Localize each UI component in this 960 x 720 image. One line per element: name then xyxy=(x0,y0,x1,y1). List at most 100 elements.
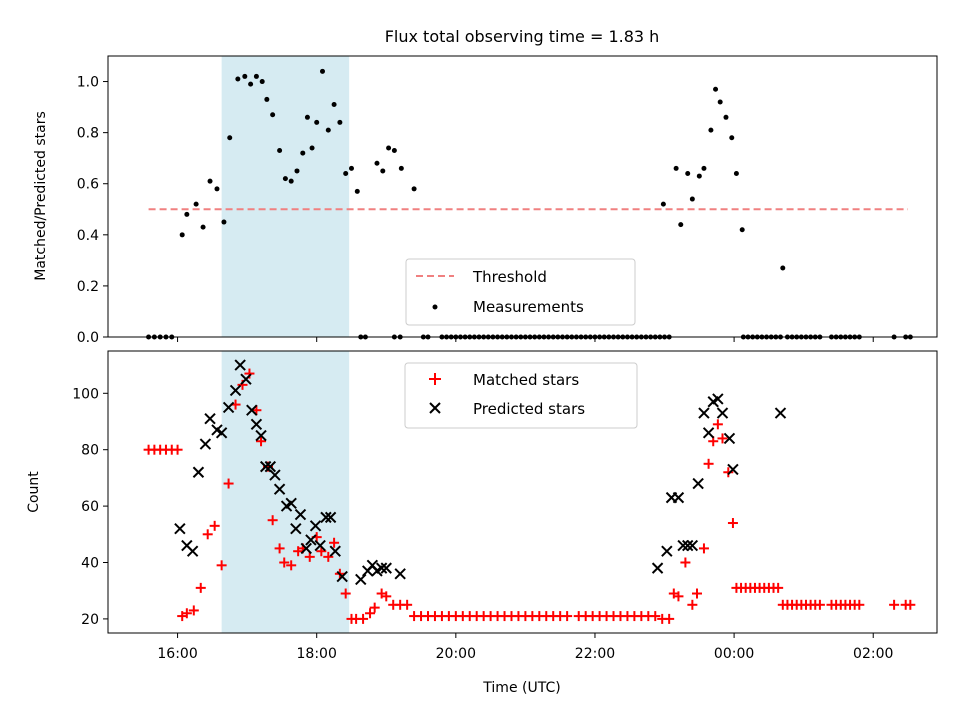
matched-point xyxy=(267,515,278,526)
measurement-point xyxy=(391,148,397,154)
measurement-point xyxy=(253,73,259,79)
top-legend: Threshold Measurements xyxy=(405,258,636,326)
predicted-point xyxy=(329,545,341,557)
x-axis-label: Time (UTC) xyxy=(482,680,560,696)
top-y-axis-label: Matched/Predicted stars xyxy=(33,111,49,281)
matched-point xyxy=(814,599,825,610)
matched-point xyxy=(216,560,227,571)
measurement-point xyxy=(193,201,199,207)
predicted-point xyxy=(234,359,246,371)
measurement-point xyxy=(319,68,325,74)
chart-title: Flux total observing time = 1.83 h xyxy=(385,27,660,46)
x-tick-label: 16:00 xyxy=(157,646,197,662)
bottom-axes-frame xyxy=(107,350,938,634)
matched-point xyxy=(717,433,728,444)
matched-point xyxy=(369,602,380,613)
x-tick-label: 02:00 xyxy=(853,646,893,662)
predicted-point xyxy=(204,412,216,425)
measurement-point xyxy=(227,135,233,141)
measurement-point xyxy=(689,196,695,202)
measurement-point xyxy=(314,119,320,125)
x-tick-label: 18:00 xyxy=(297,646,337,662)
measurement-point xyxy=(411,186,417,192)
legend-matched-label: Matched stars xyxy=(473,371,579,389)
predicted-point xyxy=(355,573,367,586)
matched-point xyxy=(712,419,723,430)
measurement-point xyxy=(348,165,354,171)
measurement-point xyxy=(331,102,337,108)
predicted-point xyxy=(375,562,388,574)
top-shaded-interval xyxy=(221,56,350,337)
matched-point xyxy=(181,608,192,619)
predicted-stars-points xyxy=(174,359,787,586)
y-tick-label: 0.2 xyxy=(77,279,99,295)
legend-predicted-label: Predicted stars xyxy=(473,400,585,418)
top-legend-box xyxy=(405,258,636,326)
predicted-point xyxy=(250,418,263,431)
predicted-point xyxy=(682,539,694,552)
matched-point xyxy=(703,458,714,469)
predicted-point xyxy=(394,568,406,580)
matched-point xyxy=(340,588,351,599)
matched-point xyxy=(381,591,392,602)
predicted-point xyxy=(199,438,212,450)
measurement-point xyxy=(179,232,185,238)
predicted-point xyxy=(246,404,258,416)
matched-point xyxy=(687,599,698,610)
measurement-point xyxy=(713,86,719,92)
y-tick-label: 20 xyxy=(81,612,99,628)
predicted-point xyxy=(727,463,739,476)
predicted-point xyxy=(192,466,205,478)
measurement-point xyxy=(343,171,349,177)
matched-point xyxy=(274,543,285,554)
matched-point xyxy=(727,518,738,529)
predicted-point xyxy=(692,477,704,490)
measurement-point xyxy=(739,227,745,233)
matched-point xyxy=(172,444,183,455)
measurement-point xyxy=(701,165,707,171)
matched-point xyxy=(279,557,290,568)
legend-matched-swatch xyxy=(429,373,441,385)
measurement-point xyxy=(294,168,300,174)
matched-point xyxy=(286,560,297,571)
measurement-point xyxy=(780,265,786,271)
legend-measurements-swatch xyxy=(432,304,438,310)
predicted-point xyxy=(255,429,267,442)
matched-point xyxy=(202,529,213,540)
measurement-point xyxy=(288,178,294,184)
x-tick-label: 00:00 xyxy=(714,646,754,662)
predicted-point xyxy=(661,545,673,557)
predicted-point xyxy=(269,469,281,481)
measurement-point xyxy=(374,160,380,166)
matched-point xyxy=(358,613,369,624)
predicted-point xyxy=(702,427,715,439)
predicted-point xyxy=(264,460,277,473)
y-tick-label: 0.4 xyxy=(77,228,99,244)
predicted-point xyxy=(305,534,317,546)
measurement-point xyxy=(386,145,392,151)
x-tick-label: 20:00 xyxy=(436,646,476,662)
predicted-point xyxy=(336,570,348,583)
matched-point xyxy=(365,608,376,619)
predicted-point xyxy=(716,407,729,419)
predicted-point xyxy=(651,562,664,574)
measurement-point xyxy=(733,171,739,177)
bottom-y-ticks: 20 40 60 80 100 xyxy=(72,386,108,628)
measurement-point xyxy=(214,186,220,192)
top-x-ticks xyxy=(177,337,874,342)
predicted-point xyxy=(186,545,199,557)
y-tick-label: 60 xyxy=(81,499,99,515)
measurement-point xyxy=(277,148,283,154)
measurement-point xyxy=(678,222,684,228)
measurement-point xyxy=(685,171,691,177)
bottom-legend-box xyxy=(404,362,638,429)
predicted-point xyxy=(309,520,322,532)
matched-point xyxy=(854,599,865,610)
matched-point xyxy=(223,478,234,489)
predicted-point xyxy=(774,407,787,419)
measurement-point xyxy=(337,119,343,125)
matched-point xyxy=(889,599,900,610)
matched-point xyxy=(323,551,334,562)
matched-point xyxy=(650,611,661,622)
measurement-point xyxy=(248,81,254,87)
